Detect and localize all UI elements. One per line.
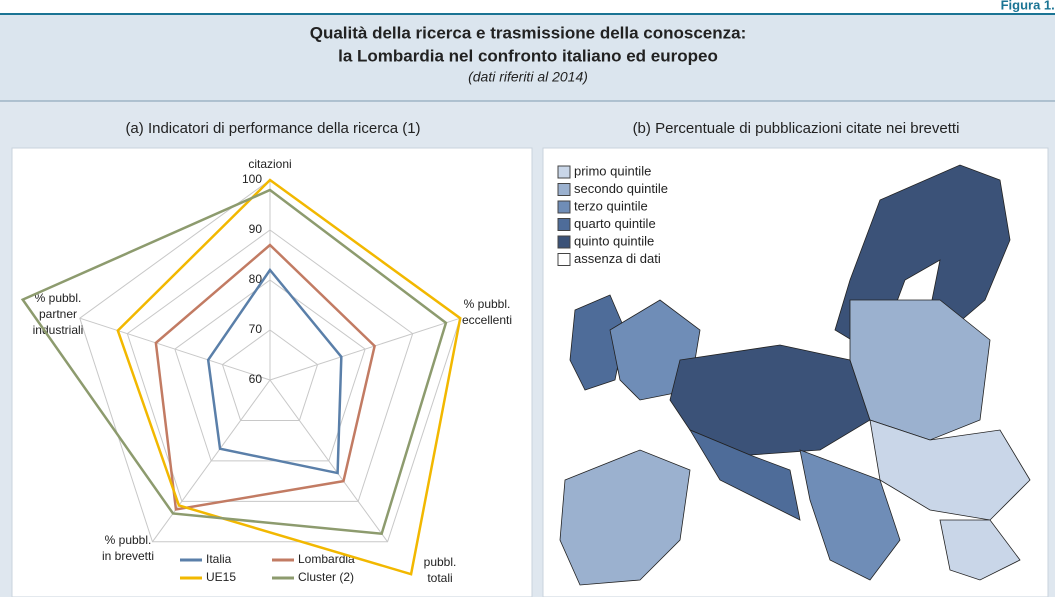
axis-label: pubbl. totali bbox=[424, 555, 457, 585]
grid-ring bbox=[174, 279, 366, 462]
map-legend-label: secondo quintile bbox=[574, 181, 668, 196]
map-legend-swatch bbox=[557, 218, 571, 231]
map-legend-swatch bbox=[557, 235, 571, 249]
legend-label: Italia bbox=[206, 552, 232, 566]
legend-label: UE15 bbox=[206, 570, 236, 584]
map-legend-swatch bbox=[557, 200, 571, 214]
top-band bbox=[0, 0, 1055, 14]
series-line bbox=[20, 188, 448, 536]
map-legend-swatch bbox=[557, 183, 571, 196]
r-tick-label: 80 bbox=[249, 272, 263, 286]
axis-label: citazioni bbox=[248, 157, 291, 171]
map-legend-label: primo quintile bbox=[574, 163, 651, 178]
map-legend-label: assenza di dati bbox=[574, 251, 661, 266]
figure-label: Figura 1.1 bbox=[1001, 0, 1055, 12]
subtitle: (dati riferiti al 2014) bbox=[468, 69, 588, 85]
series-line bbox=[206, 267, 343, 475]
r-tick-label: 70 bbox=[249, 322, 263, 336]
axis-label: % pubbl. in brevetti bbox=[102, 533, 154, 563]
series-line bbox=[116, 178, 462, 576]
axis-label: % pubbl. partner industriali bbox=[33, 291, 84, 337]
map-legend-swatch bbox=[557, 253, 571, 266]
grid-ring bbox=[221, 329, 319, 421]
map-legend-box bbox=[553, 160, 708, 270]
r-tick-label: 100 bbox=[242, 172, 262, 186]
title-line: Qualità della ricerca e trasmissione del… bbox=[310, 23, 747, 42]
legend-label: Cluster (2) bbox=[298, 570, 354, 584]
series-line bbox=[154, 243, 376, 511]
panel-title: (b) Percentuale di pubblicazioni citate … bbox=[633, 120, 960, 137]
r-tick-label: 90 bbox=[249, 222, 263, 236]
panel-title: (a) Indicatori di performance della rice… bbox=[125, 120, 420, 137]
map-legend-swatch bbox=[557, 165, 571, 179]
map-shapes bbox=[559, 164, 1031, 586]
legend-label: Lombardia bbox=[298, 552, 355, 566]
chart-panel bbox=[11, 147, 533, 597]
title-band bbox=[0, 15, 1055, 101]
grid-ring bbox=[126, 229, 414, 502]
map-legend-label: quarto quintile bbox=[574, 216, 656, 231]
title-line: la Lombardia nel confronto italiano ed e… bbox=[338, 46, 718, 65]
axis-label: % pubbl. eccellenti bbox=[462, 297, 512, 327]
map-legend-label: terzo quintile bbox=[574, 198, 648, 213]
r-tick-label: 60 bbox=[249, 372, 263, 386]
map-legend-label: quinto quintile bbox=[574, 233, 654, 248]
